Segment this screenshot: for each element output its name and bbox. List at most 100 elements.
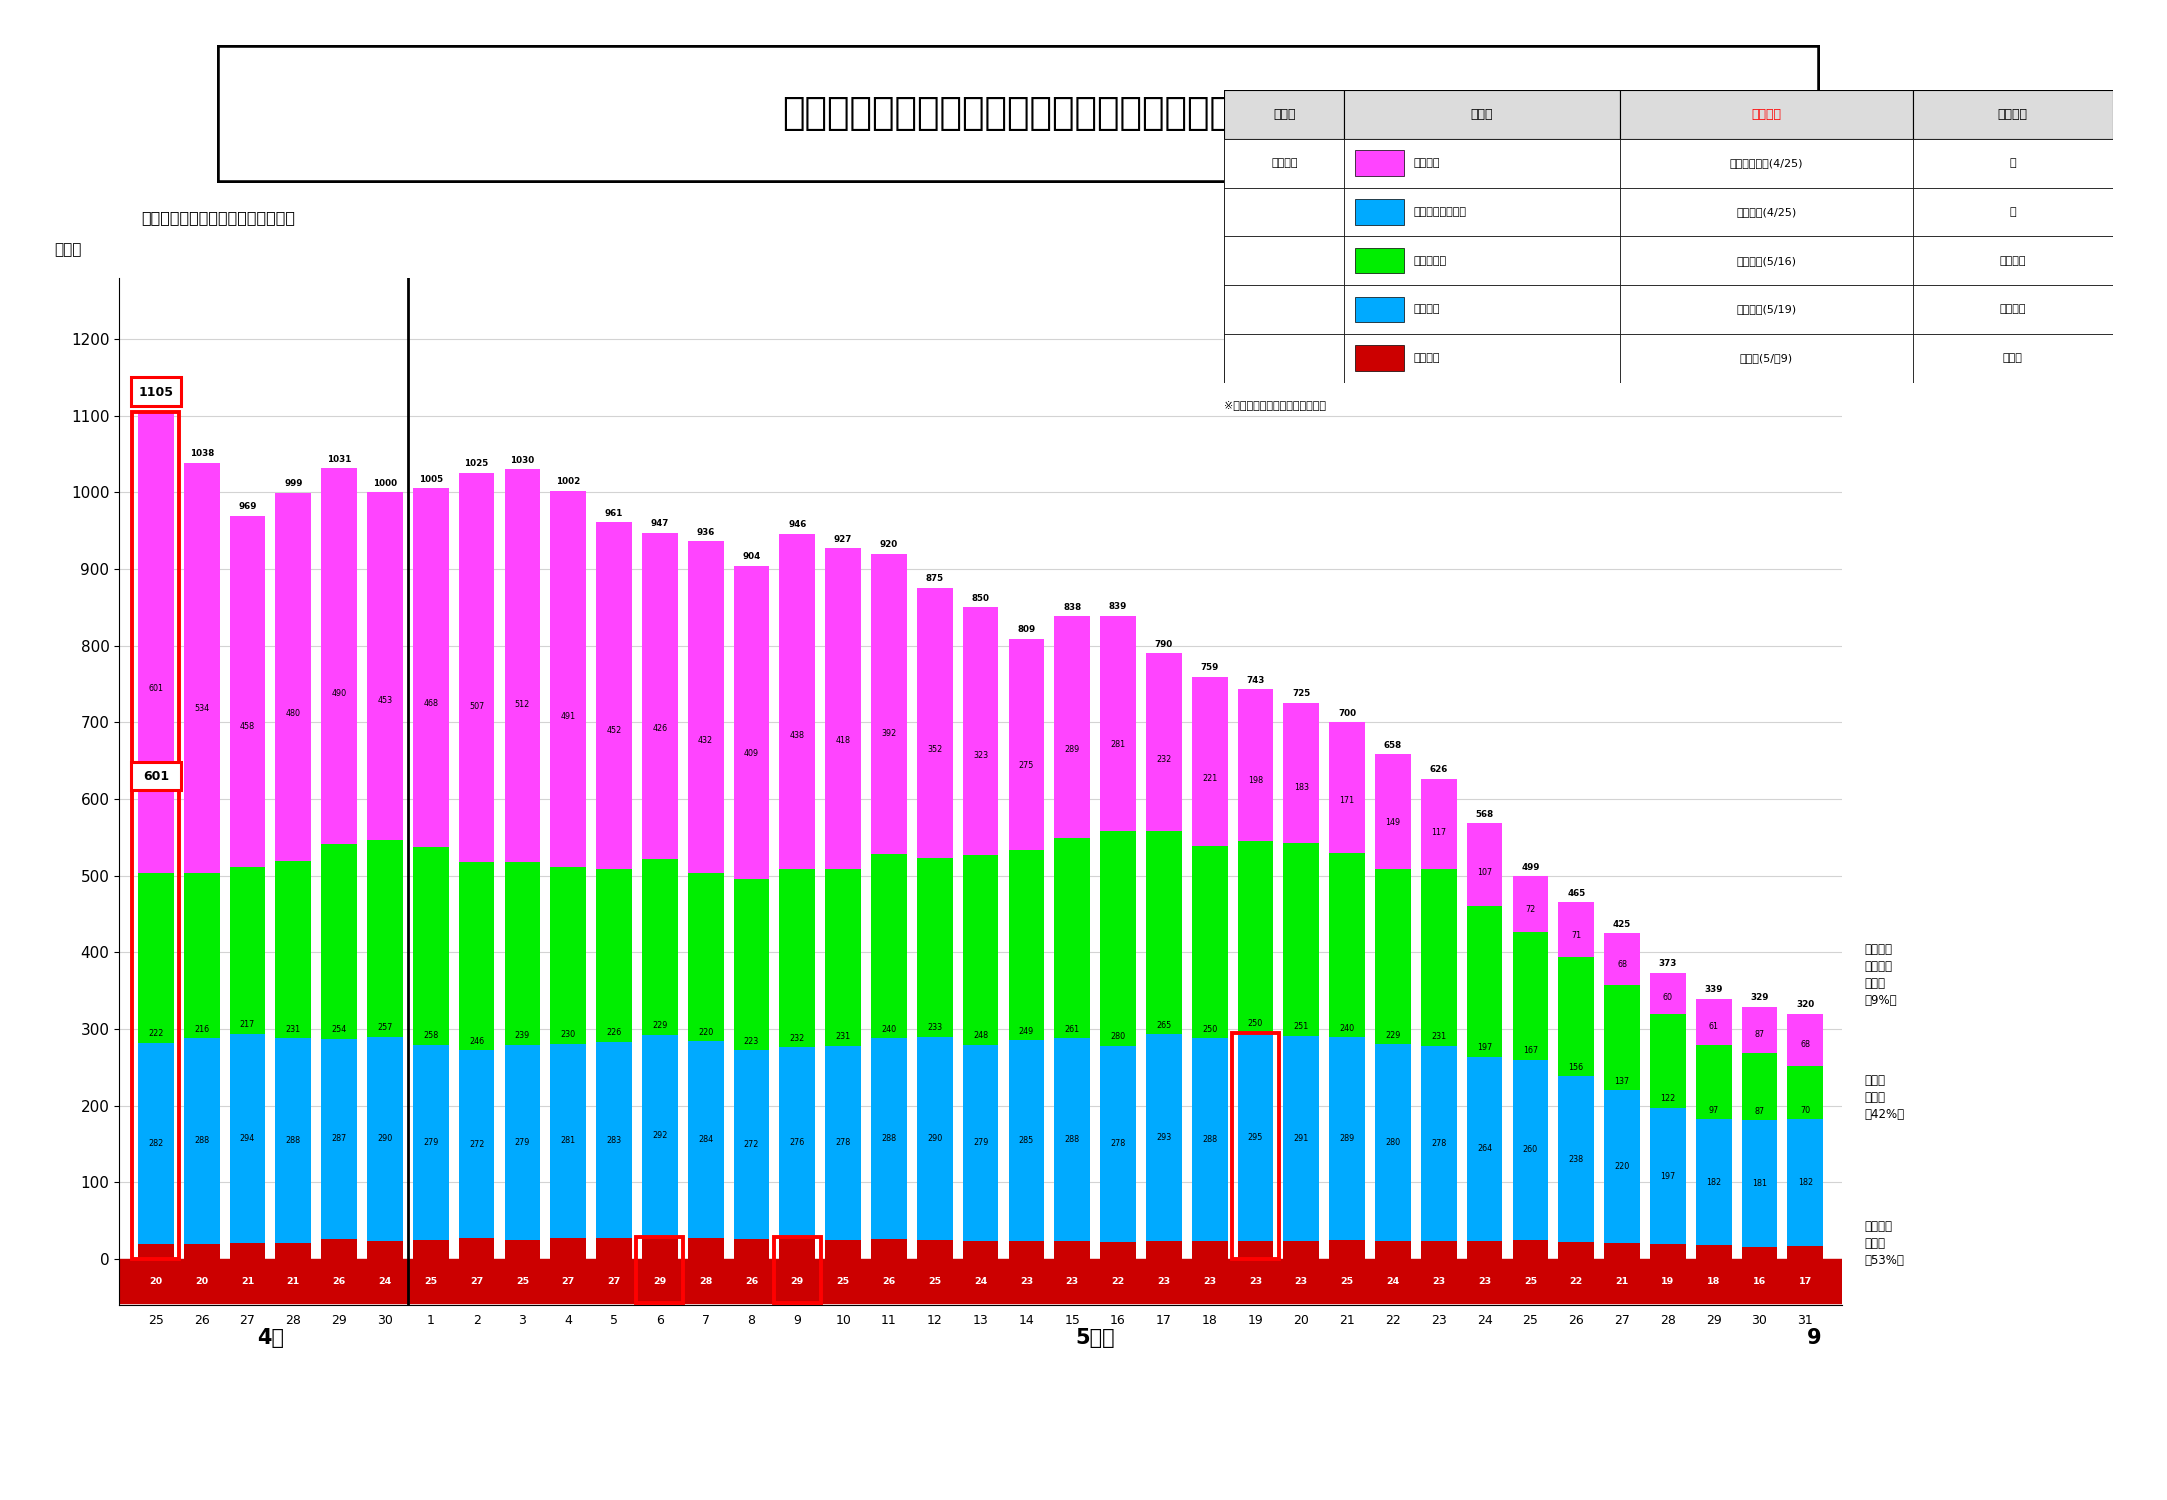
Bar [505,470,540,862]
Bar [1467,824,1502,906]
Y-axis label: （人）: （人） [54,242,80,256]
Bar [735,1239,769,1258]
Bar [641,532,678,860]
Bar [1422,778,1456,868]
Bar [1233,1034,1279,1258]
Text: 過去最多: 過去最多 [1751,108,1781,122]
Bar [184,1244,219,1258]
Bar [1788,1066,1822,1119]
Bar [1619,236,1913,285]
Text: ２９５人(5/19): ２９５人(5/19) [1736,304,1796,315]
Text: 291: 291 [1294,1134,1309,1143]
Bar [1283,704,1320,843]
Text: 240: 240 [1339,1024,1354,1033]
Bar [826,1046,860,1240]
Text: 279: 279 [516,1138,531,1148]
Text: 25: 25 [836,1276,849,1286]
Text: 272: 272 [468,1140,483,1149]
Text: 167: 167 [1523,1046,1539,1054]
Text: 339: 339 [1705,986,1723,994]
Bar [596,522,633,868]
Text: 183: 183 [1294,783,1309,792]
Text: 287: 287 [332,1134,347,1143]
Text: 区　分: 区 分 [1471,108,1493,122]
Bar [962,1240,999,1258]
Text: 25: 25 [927,1276,940,1286]
Bar [1008,639,1044,849]
Bar [687,1041,724,1238]
Text: 1000: 1000 [373,478,397,488]
Bar [230,1244,264,1258]
Bar [1513,876,1547,932]
Bar [1742,1007,1777,1053]
Bar [1192,846,1227,1038]
Text: 27: 27 [561,1276,574,1286]
Bar [1913,90,2113,140]
Bar [1354,200,1404,225]
Bar [1224,334,1344,382]
Bar [1513,1240,1547,1258]
Text: 16: 16 [1753,1276,1766,1286]
Text: 278: 278 [836,1138,852,1148]
Text: 264: 264 [1478,1144,1493,1154]
Bar [1344,285,1619,334]
Bar [687,542,724,873]
Bar [687,1238,724,1258]
Bar [459,862,494,1050]
Bar [459,472,494,862]
Text: 438: 438 [789,730,804,740]
Bar [871,554,906,854]
Text: 432: 432 [698,735,713,744]
Text: 病　床
使用率
（42%）: 病 床 使用率 （42%） [1866,1074,1905,1122]
Text: 29: 29 [791,1276,804,1286]
Text: 26: 26 [332,1276,347,1286]
Text: 29: 29 [652,1276,667,1286]
Text: 23: 23 [1157,1276,1170,1286]
Bar [1376,1044,1411,1240]
Text: 23: 23 [1066,1276,1079,1286]
Text: 281: 281 [561,1137,576,1146]
Text: 20: 20 [195,1276,208,1286]
Bar [505,1240,540,1258]
Text: 重症病床
使用率
（53%）: 重症病床 使用率 （53%） [1866,1220,1905,1268]
Bar [917,858,953,1036]
Text: 838: 838 [1064,603,1081,612]
Text: 601: 601 [147,684,163,693]
Bar [826,868,860,1046]
Text: 171: 171 [1339,796,1354,806]
Bar [1697,1046,1731,1119]
Bar [596,868,633,1042]
Bar [1604,1090,1640,1244]
Text: 230: 230 [561,1030,576,1039]
Bar [1192,676,1227,846]
Bar [1328,853,1365,1038]
Text: 9: 9 [1807,1328,1822,1348]
Text: ３２床: ３２床 [2002,352,2022,363]
Bar [780,1047,815,1238]
Bar [550,867,585,1044]
Text: 452: 452 [607,726,622,735]
Bar [1344,90,1619,140]
Bar [826,1240,860,1258]
Text: 468: 468 [423,699,438,708]
Text: 156: 156 [1569,1064,1584,1072]
Text: 221: 221 [1203,774,1218,783]
Text: 280: 280 [1385,1138,1400,1148]
Bar [596,1042,633,1239]
Text: 入院者数: 入院者数 [1413,304,1441,315]
Text: 61: 61 [1708,1022,1718,1031]
Text: 25: 25 [1341,1276,1354,1286]
Text: 217: 217 [241,1020,256,1029]
Text: 904: 904 [743,552,761,561]
Bar [774,1238,821,1304]
Text: 17: 17 [1799,1276,1812,1286]
Text: 197: 197 [1660,1172,1675,1180]
Bar [1237,1242,1274,1258]
Bar [1283,1242,1320,1258]
Bar [321,1239,358,1258]
Text: 19: 19 [1662,1276,1675,1286]
Text: 231: 231 [1430,1032,1445,1041]
Bar [1513,932,1547,1059]
Text: 323: 323 [973,752,988,760]
Bar [321,1040,358,1239]
